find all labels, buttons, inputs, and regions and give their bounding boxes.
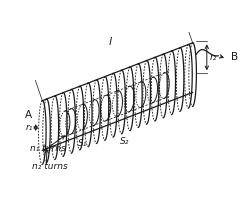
Text: S₂: S₂ [120, 137, 130, 146]
Text: r₂: r₂ [210, 53, 217, 62]
Text: A: A [25, 110, 32, 120]
Text: n₂ turns: n₂ turns [32, 162, 68, 171]
Text: n₁ turns: n₁ turns [30, 144, 65, 153]
Text: l: l [109, 37, 112, 47]
Text: r₁: r₁ [26, 123, 33, 132]
Text: S₁: S₁ [78, 139, 87, 149]
Text: B: B [231, 52, 238, 62]
